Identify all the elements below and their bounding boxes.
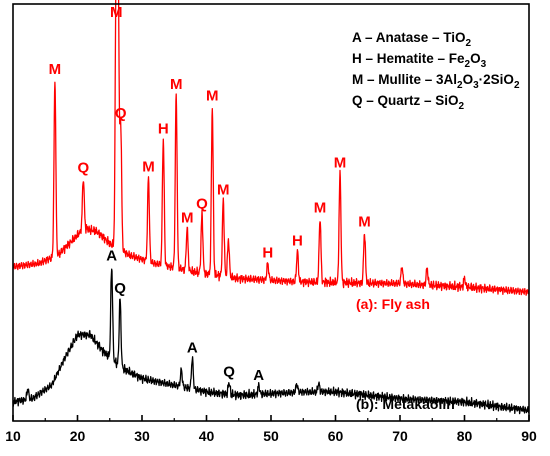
series-line-metakaolin xyxy=(12,268,530,415)
x-tick-label: 80 xyxy=(457,428,473,444)
peak-label: Q xyxy=(196,195,208,212)
x-tick-label: 30 xyxy=(134,428,150,444)
peak-label: H xyxy=(158,120,169,137)
peak-label: M xyxy=(49,61,62,78)
x-tick-label: 40 xyxy=(199,428,215,444)
peak-label: M xyxy=(181,209,194,226)
peak-label: A xyxy=(106,248,117,265)
series-line-fly-ash xyxy=(12,0,530,296)
legend-entry-hematite: H – Hematite – Fe2O3 xyxy=(352,51,487,70)
peak-label: H xyxy=(292,232,303,249)
peak-label: A xyxy=(187,340,198,357)
x-tick-label: 90 xyxy=(521,428,537,444)
peak-label: Q xyxy=(77,159,89,176)
x-tick-label: 60 xyxy=(328,428,344,444)
legend-entry-anatase: A – Anatase – TiO2 xyxy=(352,30,472,49)
phase-legend: A – Anatase – TiO2 H – Hematite – Fe2O3 M … xyxy=(352,30,520,112)
x-tick-label: 20 xyxy=(70,428,86,444)
legend-entry-mullite: M – Mullite – 3Al2O3·2SiO2 xyxy=(352,72,520,91)
series-label-fly-ash: (a): Fly ash xyxy=(356,296,430,312)
peak-label: M xyxy=(334,154,347,171)
peak-label: H xyxy=(262,244,273,261)
peak-label: Q xyxy=(115,105,127,122)
peak-label: M xyxy=(206,88,219,105)
peak-label: M xyxy=(358,214,371,231)
legend-entry-quartz: Q – Quartz – SiO2 xyxy=(352,93,465,112)
peak-label: M xyxy=(110,4,123,21)
peak-label: M xyxy=(142,158,155,175)
peak-label: M xyxy=(217,182,230,199)
peak-label: A xyxy=(253,367,264,384)
series-label-metakaolin: (b): Metakaolin xyxy=(356,396,455,412)
series-layer xyxy=(12,0,530,415)
x-tick-label: 70 xyxy=(392,428,408,444)
plot-frame xyxy=(12,3,530,422)
x-axis: 10 20 30 40 50 60 70 80 90 xyxy=(5,3,537,444)
peak-label: Q xyxy=(114,280,126,297)
x-tick-label: 50 xyxy=(263,428,279,444)
peak-label: M xyxy=(170,76,183,93)
x-tick-label: 10 xyxy=(5,428,21,444)
peak-label: Q xyxy=(223,364,235,381)
peak-label: M xyxy=(314,199,327,216)
